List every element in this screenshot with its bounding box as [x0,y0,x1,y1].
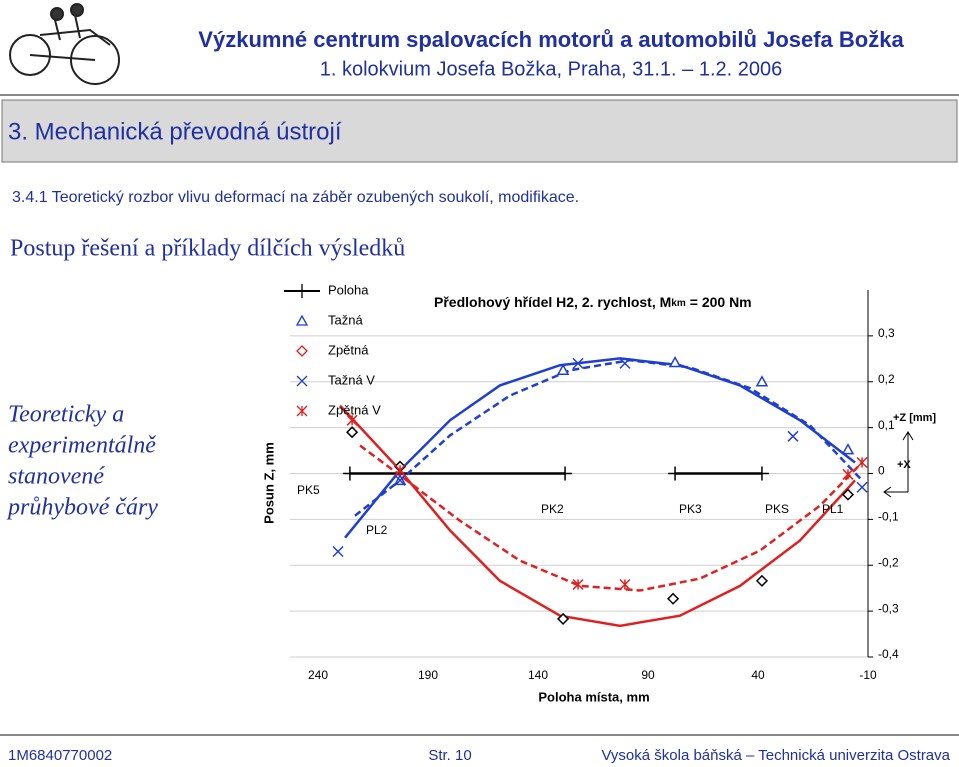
annotation: PL2 [366,523,388,537]
x-tick-label: -10 [859,668,877,682]
data-point [755,375,769,387]
legend-item: Tažná V [296,372,375,387]
data-point [346,414,358,426]
data-point [619,578,631,591]
legend-item: Zpětná [296,342,369,357]
axis-icon [883,431,914,498]
data-point [754,466,769,481]
annotation: PK5 [297,483,320,497]
legend-item: Zpětná V [296,402,381,417]
data-point [841,488,855,501]
data-point [787,430,799,442]
data-point [667,592,680,605]
footer-left: 1M6840770002 [8,747,112,764]
data-point [342,466,357,481]
series-line [354,358,863,517]
y-tick-label: 0,2 [878,372,895,386]
annotation: PK2 [541,502,564,516]
series-line [344,357,856,539]
legend-label: Tažná [328,312,363,327]
chart-title-end: = 200 Nm [690,294,752,310]
legend-item: Poloha [284,282,369,298]
annotation: PK3 [679,502,702,516]
data-point [394,464,406,476]
legend-label: Poloha [328,282,369,297]
y-tick-label: 0 [878,464,885,478]
side-text: Teoreticky a [8,402,124,428]
annotation: +X [897,459,911,471]
legend-item: Tažná [295,312,363,327]
legend-marker [295,284,309,298]
y-tick-label: -0,2 [878,555,899,569]
logo [9,3,120,85]
data-point [856,481,868,493]
data-point [668,466,683,481]
data-point [332,545,344,558]
data-point [394,474,406,486]
y-tick-label: 0,3 [878,326,895,340]
legend-label: Zpětná [328,342,369,357]
x-tick-label: 40 [751,668,765,682]
data-point [558,466,573,481]
footer-right: Vysoká škola báňská – Technická univerzi… [601,747,950,764]
legend-label: Zpětná V [328,402,381,417]
data-point [668,355,682,368]
data-point [619,357,631,369]
chart-title-main: Předlohový hřídel H2, 2. rychlost, M [434,294,671,310]
side-text: experimentálně [8,433,156,459]
legend-marker [295,314,309,326]
y-axis-label: Posun Z, mm [261,442,276,524]
section-title: 3. Mechanická převodná ústrojí [8,118,342,145]
annotation: PKS [765,502,789,516]
y-tick-label: -0,1 [878,510,899,524]
chart-title: Předlohový hřídel H2, 2. rychlost, Mkm = … [434,294,752,310]
x-tick-label: 140 [528,668,548,682]
header-title: Výzkumné centrum spalovacích motorů a au… [198,27,904,52]
x-tick-label: 190 [418,668,438,682]
legend-marker [296,345,308,357]
section-box [1,99,958,163]
y-tick-label: -0,3 [878,601,899,615]
data-point [856,456,868,469]
chart: Předlohový hřídel H2, 2. rychlost, Mkm = … [261,282,936,704]
series-line [359,444,863,592]
y-tick-label: -0,4 [878,647,899,661]
annotation: PL1 [822,502,844,516]
data-point [841,443,855,455]
side-text: stanovené [8,464,105,490]
legend-marker [296,375,308,387]
heading: Postup řešení a příklady dílčích výsledk… [10,236,405,262]
annotation: +Z [mm] [893,412,936,424]
legend-label: Tažná V [328,372,375,387]
data-point [557,612,570,625]
subsection: 3.4.1 Teoretický rozbor vlivu deformací … [12,189,579,206]
data-point [572,578,584,591]
series-line [339,404,856,628]
y-tick-label: 0,1 [878,418,895,432]
legend-marker [296,405,308,417]
x-tick-label: 240 [308,668,328,682]
footer-center: Str. 10 [428,747,471,764]
chart-title-sub: km [671,298,686,309]
side-text: průhybové čáry [6,495,158,521]
data-point [572,357,584,369]
header-subtitle: 1. kolokvium Josefa Božka, Praha, 31.1. … [320,58,783,80]
data-point [556,363,570,376]
x-tick-label: 90 [641,668,655,682]
x-axis-label: Poloha místa, mm [538,689,649,704]
data-point [346,426,359,439]
data-point [842,468,854,480]
data-point [755,574,769,587]
